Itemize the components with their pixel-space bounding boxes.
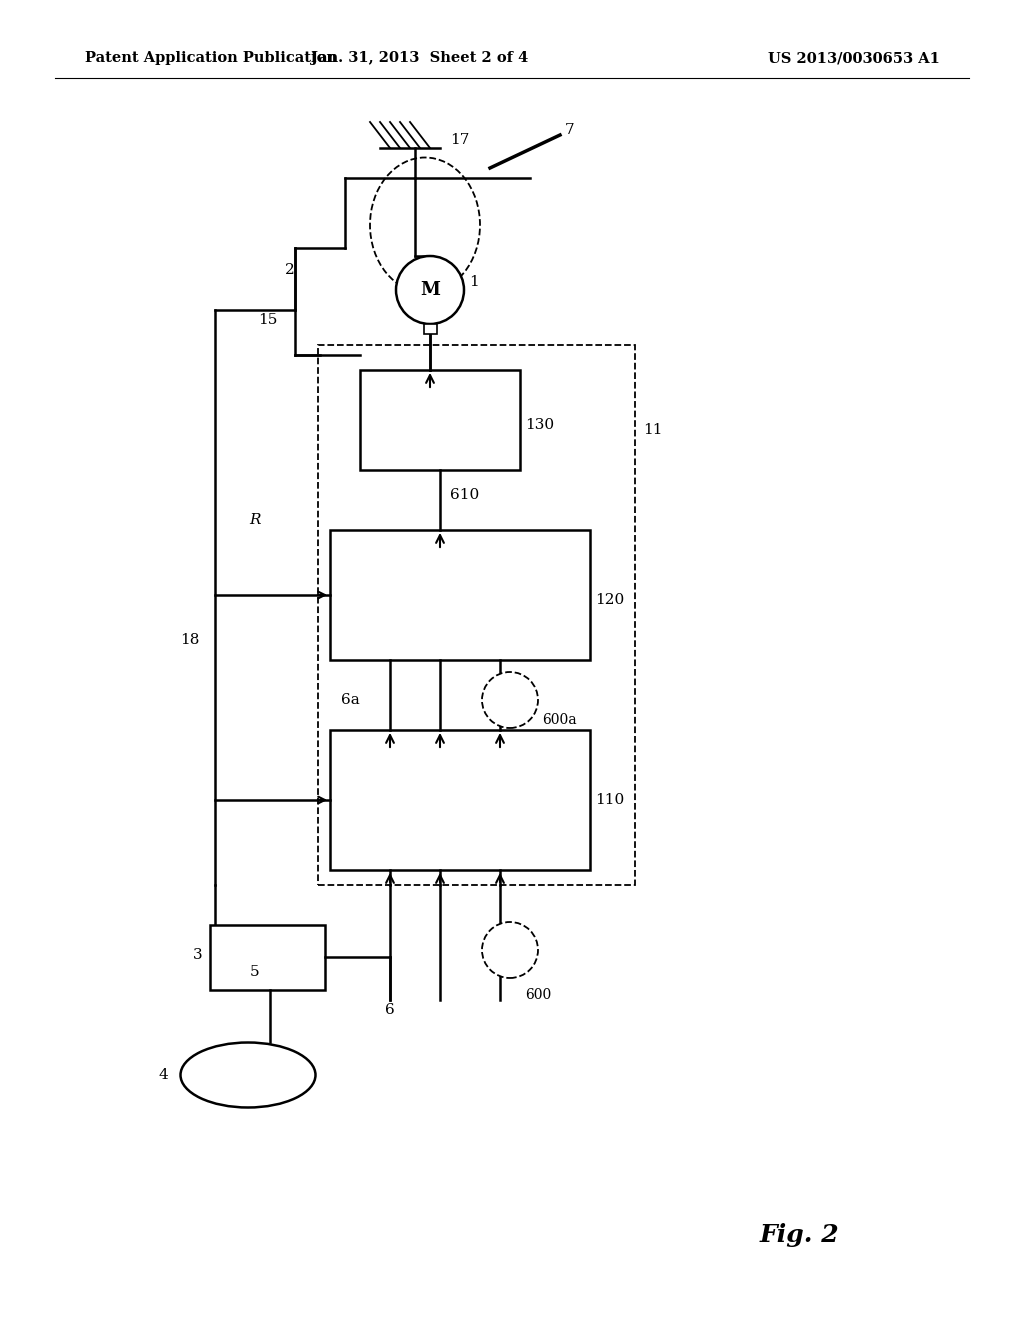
Text: 120: 120	[595, 593, 625, 607]
Text: 17: 17	[450, 133, 469, 147]
Text: 15: 15	[258, 313, 278, 327]
Bar	[210, 925, 325, 990]
Circle shape	[482, 921, 538, 978]
Text: Fig. 2: Fig. 2	[760, 1224, 840, 1247]
Text: 7: 7	[565, 123, 574, 137]
Text: 610: 610	[450, 488, 479, 502]
Circle shape	[482, 672, 538, 729]
Text: 6: 6	[385, 1003, 395, 1016]
Bar	[330, 730, 590, 870]
Circle shape	[396, 256, 464, 323]
Bar	[424, 323, 437, 334]
Bar	[360, 370, 520, 470]
Text: 2: 2	[286, 263, 295, 277]
Text: 18: 18	[180, 634, 200, 647]
Text: 1: 1	[469, 275, 479, 289]
Text: M: M	[420, 281, 440, 300]
Text: 3: 3	[193, 948, 202, 962]
Text: Jan. 31, 2013  Sheet 2 of 4: Jan. 31, 2013 Sheet 2 of 4	[311, 51, 528, 65]
Text: Patent Application Publication: Patent Application Publication	[85, 51, 337, 65]
Text: 600: 600	[525, 987, 551, 1002]
Text: 11: 11	[643, 422, 663, 437]
Text: R: R	[249, 513, 261, 527]
Bar	[330, 531, 590, 660]
Bar	[318, 345, 635, 884]
Text: 6a: 6a	[341, 693, 360, 708]
Text: 600a: 600a	[542, 713, 577, 727]
Text: 130: 130	[525, 418, 554, 432]
Text: 110: 110	[595, 793, 625, 807]
Text: 4: 4	[159, 1068, 168, 1082]
Text: 5: 5	[250, 965, 260, 979]
Ellipse shape	[180, 1043, 315, 1107]
Text: US 2013/0030653 A1: US 2013/0030653 A1	[768, 51, 940, 65]
